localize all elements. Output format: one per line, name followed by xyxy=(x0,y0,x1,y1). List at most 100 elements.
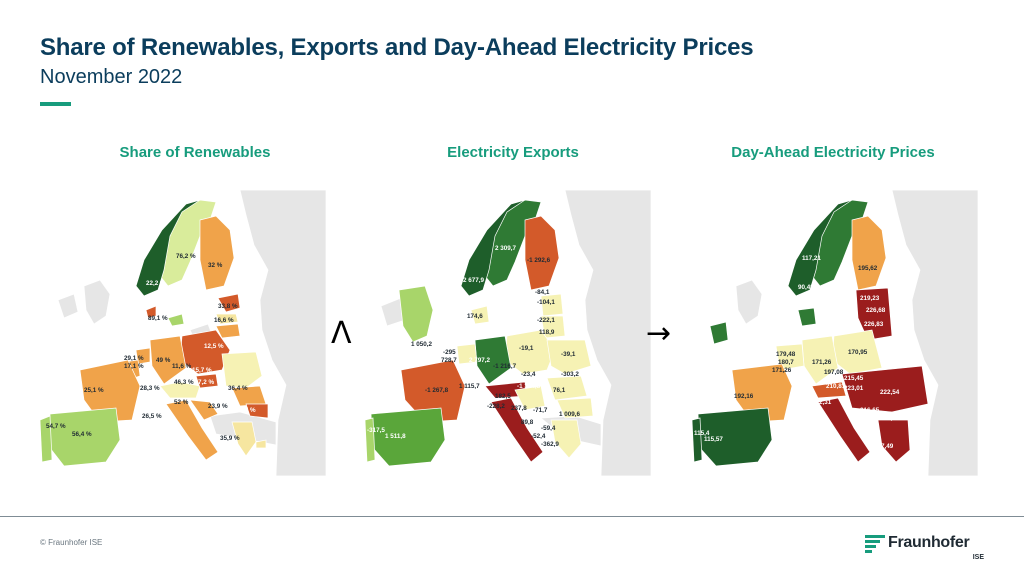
map-value-label: 227,49 xyxy=(874,443,894,450)
map-value-label: 226,83 xyxy=(864,321,884,328)
map-value-label: 46,3 % xyxy=(174,379,194,386)
map-value-label: 195,62 xyxy=(858,265,878,272)
map-value-label: 180,7 xyxy=(778,359,794,366)
map-value-label: 216,65 xyxy=(860,407,880,414)
map-value-label: -19,1 xyxy=(519,345,534,352)
map-value-label: -4 082 xyxy=(477,417,495,424)
map-value-label: 28,3 % xyxy=(140,385,160,392)
country-regions xyxy=(40,199,269,467)
exports-value-labels: 2 309,7 -1 292,6 2 677,9 -84,1 -104,1 -222,1 1… xyxy=(367,245,581,448)
map-value-label: -362,9 xyxy=(541,441,559,448)
map-value-label: -71,7 xyxy=(533,407,548,414)
map-value-label: 26,5 % xyxy=(142,413,162,420)
map-value-label: 76,1 xyxy=(553,387,566,394)
prices-map-title: Day-Ahead Electricity Prices xyxy=(731,144,935,161)
page-subtitle: November 2022 xyxy=(40,66,183,88)
renewables-value-labels: 76,2 % 32 % 22,2 % 33,8 % 16,6 % 89,1 % 12,5 %… xyxy=(46,253,256,442)
map-value-label: 7,2 % xyxy=(198,379,215,386)
map-value-label: 76,2 % xyxy=(176,253,196,260)
map-value-label: -317,5 xyxy=(367,427,385,434)
arrow-right-icon: → xyxy=(646,316,672,351)
map-value-label: 23,9 % xyxy=(208,403,228,410)
map-value-label: -52,4 xyxy=(531,433,546,440)
map-value-label: 1 050,2 xyxy=(411,341,433,348)
map-value-label: 1 009,6 xyxy=(559,411,581,418)
map-value-label: -1 267,8 xyxy=(425,387,449,394)
exports-map-svg: 2 309,7 -1 292,6 2 677,9 -84,1 -104,1 -222,1 1… xyxy=(365,190,651,476)
map-value-label: 16,6 % xyxy=(214,317,234,324)
map-value-label: 118,9 xyxy=(539,329,555,336)
map-value-label: -222,1 xyxy=(537,317,555,324)
fraunhofer-logo-mark-icon xyxy=(865,535,885,553)
map-value-label: 222,31 xyxy=(812,399,832,406)
map-value-label: 1 115,7 xyxy=(459,383,480,390)
map-value-label: -39,1 xyxy=(561,351,576,358)
map-value-label: 2 797,2 xyxy=(469,357,491,364)
map-value-label: 222,54 xyxy=(880,389,900,396)
map-value-label: 49 % xyxy=(156,357,171,364)
map-value-label: 2 677,9 xyxy=(463,277,485,284)
map-value-label: 89,1 % xyxy=(148,315,168,322)
map-value-label: 223,01 xyxy=(844,385,864,392)
map-value-label: 237,8 xyxy=(511,405,527,412)
country-regions xyxy=(365,199,594,467)
map-value-label: -295 xyxy=(443,349,456,356)
map-value-label: -59,4 xyxy=(541,425,556,432)
title-accent-bar xyxy=(40,102,71,106)
map-value-label: 33,8 % xyxy=(218,303,238,310)
map-value-label: 215,45 xyxy=(844,375,864,382)
map-value-label: 90,49 xyxy=(798,284,814,291)
renewables-map-svg: 76,2 % 32 % 22,2 % 33,8 % 16,6 % 89,1 % 12,5 %… xyxy=(40,190,326,476)
map-value-label: 22,2 % xyxy=(146,280,166,287)
map-value-label: -228,2 xyxy=(487,403,505,410)
renewables-map: 76,2 % 32 % 22,2 % 33,8 % 16,6 % 89,1 % 12,5 %… xyxy=(40,190,326,476)
map-value-label: -303,2 xyxy=(561,371,579,378)
map-value-label: -1 292,6 xyxy=(527,257,551,264)
map-value-label: 210,81 xyxy=(826,383,846,390)
exports-map-title: Electricity Exports xyxy=(447,144,579,161)
map-value-label: 171,26 xyxy=(772,367,792,374)
map-value-label: 226,68 xyxy=(866,307,886,314)
fraunhofer-logo: Fraunhofer ISE xyxy=(864,532,988,566)
nonmember-regions xyxy=(735,190,978,476)
map-value-label: 192,16 xyxy=(734,393,754,400)
caret-up-icon: Λ xyxy=(331,316,352,351)
map-value-label: 54,7 % xyxy=(46,423,66,430)
map-value-label: 218,26 xyxy=(794,419,814,426)
footer-divider xyxy=(0,516,1024,517)
map-value-label: 13,7 % xyxy=(236,407,256,414)
map-value-label: 171,26 xyxy=(812,359,832,366)
map-value-label: 174,6 xyxy=(467,313,483,320)
map-value-label: 35,9 % xyxy=(220,435,240,442)
map-value-label: 52 % xyxy=(174,399,189,406)
map-value-label: 1 511,8 xyxy=(385,433,406,440)
map-value-label: 12,5 % xyxy=(204,343,224,350)
map-value-label: -104,1 xyxy=(537,299,555,306)
map-value-label: 728,7 xyxy=(441,357,457,364)
map-value-label: 170,95 xyxy=(848,349,868,356)
map-value-label: 115,57 xyxy=(704,436,723,443)
logo-sub: ISE xyxy=(972,554,984,561)
map-value-label: 25,1 % xyxy=(84,387,104,394)
map-value-label: 117,21 xyxy=(802,255,821,262)
map-value-label: 29,1 % xyxy=(124,355,144,362)
map-value-label: 36,4 % xyxy=(228,385,248,392)
logo-name: Fraunhofer xyxy=(888,534,970,551)
exports-map: 2 309,7 -1 292,6 2 677,9 -84,1 -104,1 -222,1 1… xyxy=(365,190,651,476)
map-value-label: 115,4 xyxy=(694,430,710,437)
map-value-label: 89,8 xyxy=(521,419,534,426)
prices-map-svg: 117,21 195,62 90,49 219,23 226,68 226,83 179,4… xyxy=(692,190,978,476)
map-value-label: 32 % xyxy=(208,262,223,269)
prices-map: 117,21 195,62 90,49 219,23 226,68 226,83 179,4… xyxy=(692,190,978,476)
map-value-label: 197,08 xyxy=(824,369,844,376)
map-value-label: 219,22 xyxy=(790,391,810,398)
map-value-label: 15,7 % xyxy=(192,367,212,374)
map-value-label: -1 216,7 xyxy=(493,363,517,370)
map-value-label: -84,1 xyxy=(535,289,550,296)
map-value-label: -1 374,8 xyxy=(517,383,541,390)
map-value-label: 2 309,7 xyxy=(495,245,517,252)
map-value-label: 182,5 xyxy=(495,393,511,400)
country-regions xyxy=(692,199,929,467)
page-title: Share of Renewables, Exports and Day-Ahe… xyxy=(40,34,754,61)
map-value-label: 220,21 xyxy=(880,415,900,422)
